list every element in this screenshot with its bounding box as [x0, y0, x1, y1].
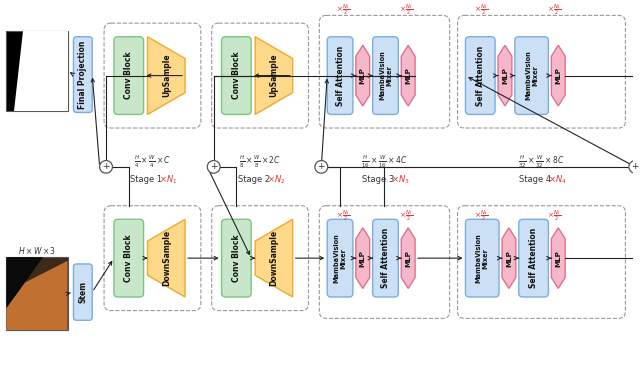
FancyBboxPatch shape: [74, 264, 92, 320]
Text: MambaVision
Mixer: MambaVision Mixer: [379, 51, 392, 101]
Text: MLP: MLP: [405, 250, 411, 266]
Text: $\times\frac{N_4}{2}$: $\times\frac{N_4}{2}$: [547, 3, 561, 18]
Circle shape: [207, 161, 220, 173]
Circle shape: [100, 161, 113, 173]
FancyBboxPatch shape: [519, 219, 548, 297]
Text: $\times\frac{N_4}{2}$: $\times\frac{N_4}{2}$: [547, 209, 561, 224]
Text: $\times\frac{N_3}{2}$: $\times\frac{N_3}{2}$: [336, 209, 350, 224]
Text: Conv Block: Conv Block: [232, 52, 241, 99]
Text: $\times N_{4}$: $\times N_{4}$: [548, 173, 566, 186]
Circle shape: [315, 161, 328, 173]
FancyBboxPatch shape: [372, 219, 398, 297]
Polygon shape: [6, 261, 68, 330]
Polygon shape: [401, 45, 415, 106]
Text: $\times\frac{N_3}{2}$: $\times\frac{N_3}{2}$: [399, 209, 413, 224]
Text: MLP: MLP: [360, 250, 366, 266]
Text: MambaVision
Mixer: MambaVision Mixer: [333, 233, 346, 283]
Text: Stem: Stem: [78, 281, 87, 303]
FancyBboxPatch shape: [327, 37, 353, 115]
Circle shape: [629, 161, 640, 173]
Text: Stage 4: Stage 4: [520, 175, 552, 184]
Polygon shape: [6, 257, 43, 308]
FancyBboxPatch shape: [221, 219, 251, 297]
Text: +: +: [210, 163, 218, 171]
Text: DownSample: DownSample: [162, 230, 171, 286]
Polygon shape: [401, 228, 415, 288]
Text: Conv Block: Conv Block: [124, 52, 133, 99]
Polygon shape: [551, 228, 565, 288]
Text: +: +: [317, 163, 325, 171]
FancyBboxPatch shape: [221, 37, 251, 115]
Text: $\times\frac{N_4}{2}$: $\times\frac{N_4}{2}$: [474, 209, 488, 224]
Text: UpSample: UpSample: [269, 54, 278, 98]
Text: $\frac{H}{16}\times\frac{W}{16}\times 4C$: $\frac{H}{16}\times\frac{W}{16}\times 4C…: [362, 154, 408, 170]
Text: $\frac{H}{8}\times\frac{W}{8}\times 2C$: $\frac{H}{8}\times\frac{W}{8}\times 2C$: [239, 154, 281, 170]
Polygon shape: [551, 45, 565, 106]
Polygon shape: [13, 31, 68, 110]
Text: Self Attention: Self Attention: [335, 45, 344, 106]
Polygon shape: [498, 45, 512, 106]
Text: $\times N_{1}$: $\times N_{1}$: [159, 173, 177, 186]
Text: Self Attention: Self Attention: [381, 228, 390, 288]
Text: +: +: [102, 163, 110, 171]
FancyBboxPatch shape: [515, 37, 548, 115]
Text: $\times N_{2}$: $\times N_{2}$: [267, 173, 285, 186]
Text: $\times\frac{N_3}{2}$: $\times\frac{N_3}{2}$: [399, 3, 413, 18]
Bar: [6, 257, 68, 330]
Text: Stage 1: Stage 1: [131, 175, 163, 184]
Text: MLP: MLP: [506, 250, 512, 266]
Text: Self Attention: Self Attention: [529, 228, 538, 288]
Text: Self Attention: Self Attention: [476, 45, 484, 106]
Text: $\times\frac{N_3}{2}$: $\times\frac{N_3}{2}$: [336, 3, 350, 18]
Text: MambaVision
Mixer: MambaVision Mixer: [476, 233, 489, 283]
Text: MLP: MLP: [556, 67, 561, 84]
Polygon shape: [356, 45, 370, 106]
Polygon shape: [148, 37, 185, 115]
Text: MLP: MLP: [360, 67, 366, 84]
Polygon shape: [255, 37, 292, 115]
Text: $\times\frac{N_4}{2}$: $\times\frac{N_4}{2}$: [474, 3, 488, 18]
Text: Stage 3: Stage 3: [362, 175, 395, 184]
Bar: [6, 31, 68, 110]
FancyBboxPatch shape: [372, 37, 398, 115]
Text: Conv Block: Conv Block: [124, 234, 133, 282]
Text: MLP: MLP: [556, 250, 561, 266]
FancyBboxPatch shape: [327, 219, 353, 297]
FancyBboxPatch shape: [465, 37, 495, 115]
Text: $\frac{H}{4}\times\frac{W}{4}\times C$: $\frac{H}{4}\times\frac{W}{4}\times C$: [134, 154, 171, 170]
Text: Stage 2: Stage 2: [238, 175, 270, 184]
FancyBboxPatch shape: [74, 37, 92, 113]
Text: Conv Block: Conv Block: [232, 234, 241, 282]
Text: $\frac{H}{32}\times\frac{W}{32}\times 8C$: $\frac{H}{32}\times\frac{W}{32}\times 8C…: [518, 154, 564, 170]
Polygon shape: [255, 219, 292, 297]
Text: UpSample: UpSample: [162, 54, 171, 98]
Polygon shape: [356, 228, 370, 288]
Text: MambaVision
Mixer: MambaVision Mixer: [525, 51, 538, 101]
Text: MLP: MLP: [502, 67, 508, 84]
Polygon shape: [502, 228, 516, 288]
FancyBboxPatch shape: [465, 219, 499, 297]
FancyBboxPatch shape: [114, 37, 143, 115]
Text: $\times N_{3}$: $\times N_{3}$: [391, 173, 410, 186]
Text: DownSample: DownSample: [269, 230, 278, 286]
Text: $H\times W\times 3$: $H\times W\times 3$: [18, 245, 56, 256]
Text: +: +: [632, 163, 639, 171]
FancyBboxPatch shape: [114, 219, 143, 297]
Text: MLP: MLP: [405, 67, 411, 84]
Polygon shape: [148, 219, 185, 297]
Text: Final Projection: Final Projection: [78, 40, 87, 109]
